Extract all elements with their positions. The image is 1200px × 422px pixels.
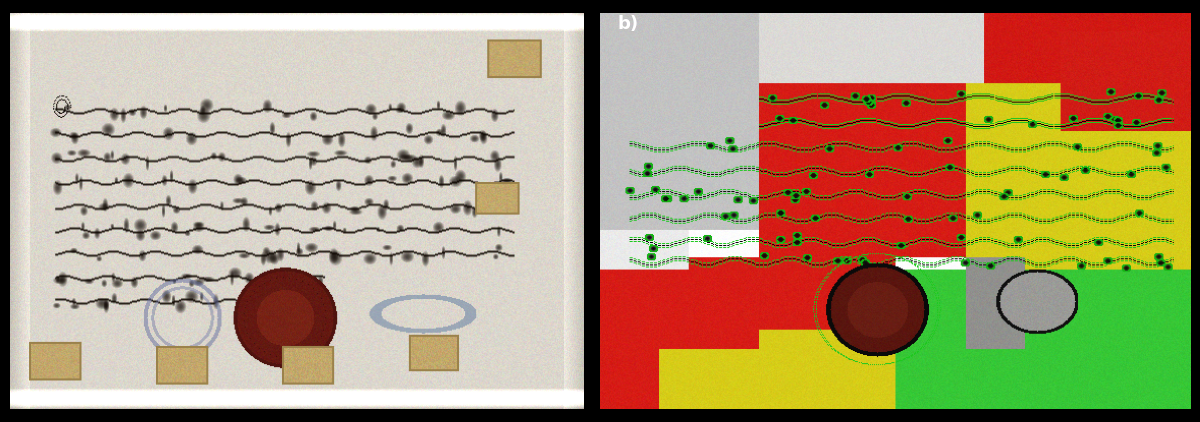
Text: a): a) xyxy=(26,14,47,32)
Text: b): b) xyxy=(618,14,638,32)
